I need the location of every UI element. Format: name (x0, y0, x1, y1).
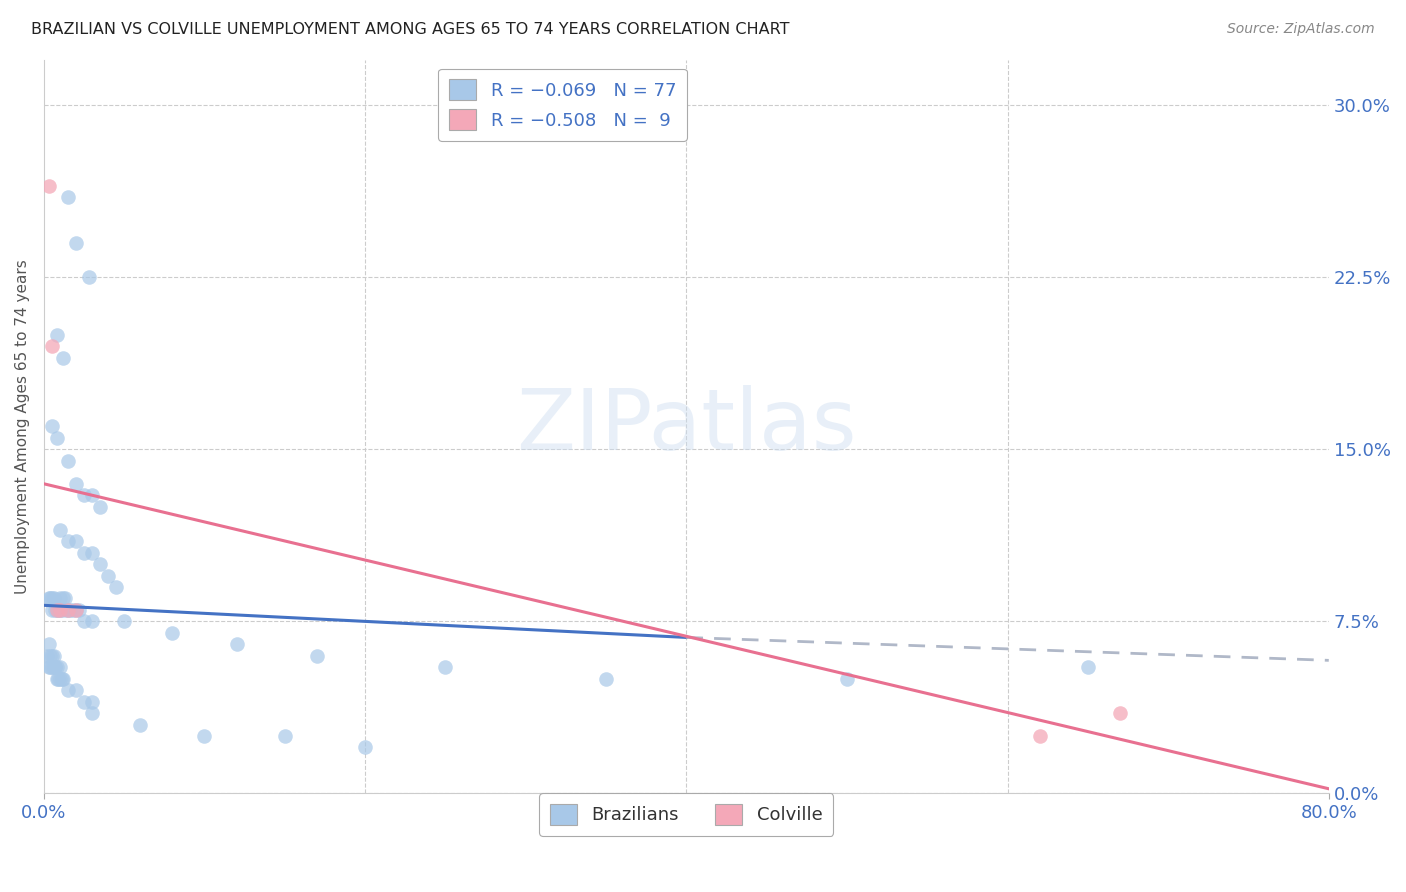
Point (51, 603, 73, 617)
Point (45, 431, 67, 445)
Point (65, 476, 87, 491)
Point (73, 545, 96, 559)
Point (434, 660, 457, 674)
Point (80, 695, 103, 709)
Point (52, 351, 75, 365)
Point (38, 637, 60, 651)
Point (80, 615, 103, 629)
Text: ZIPatlas: ZIPatlas (516, 385, 856, 468)
Point (89, 500, 111, 514)
Point (44, 660, 66, 674)
Point (49, 603, 72, 617)
Point (37, 648, 59, 663)
Point (305, 648, 328, 663)
Point (41, 339, 63, 353)
Point (41, 419, 63, 434)
Point (38, 660, 60, 674)
Point (53, 591, 76, 606)
Point (51, 672, 73, 686)
Point (41, 648, 63, 663)
Point (80, 545, 103, 559)
Point (42, 648, 65, 663)
Point (73, 615, 96, 629)
Point (38, 178, 60, 193)
Y-axis label: Unemployment Among Ages 65 to 74 years: Unemployment Among Ages 65 to 74 years (15, 259, 30, 594)
Point (80, 706, 103, 720)
Point (1077, 660, 1099, 674)
Point (89, 557, 111, 571)
Point (56, 603, 79, 617)
Point (835, 672, 858, 686)
Point (38, 591, 60, 606)
Point (97, 568, 120, 582)
Text: Source: ZipAtlas.com: Source: ZipAtlas.com (1227, 22, 1375, 37)
Point (1028, 729, 1050, 743)
Point (49, 660, 72, 674)
Point (41, 603, 63, 617)
Point (56, 683, 79, 698)
Point (52, 591, 75, 606)
Point (67, 603, 90, 617)
Point (274, 729, 297, 743)
Point (49, 591, 72, 606)
Point (56, 454, 79, 468)
Point (65, 603, 87, 617)
Point (65, 683, 87, 698)
Point (73, 488, 96, 502)
Point (45, 603, 67, 617)
Point (56, 534, 79, 549)
Point (55, 603, 77, 617)
Point (225, 637, 247, 651)
Point (44, 660, 66, 674)
Point (41, 660, 63, 674)
Point (49, 672, 72, 686)
Point (77, 270, 100, 285)
Point (56, 190, 79, 204)
Point (56, 603, 79, 617)
Point (42, 660, 65, 674)
Point (65, 235, 87, 250)
Legend: Brazilians, Colville: Brazilians, Colville (540, 793, 834, 836)
Point (41, 591, 63, 606)
Point (112, 615, 135, 629)
Point (45, 672, 67, 686)
Point (42, 591, 65, 606)
Point (80, 488, 103, 502)
Point (595, 672, 617, 686)
Point (62, 603, 84, 617)
Point (354, 740, 377, 755)
Point (49, 603, 72, 617)
Point (129, 717, 152, 731)
Point (73, 695, 96, 709)
Point (44, 603, 66, 617)
Point (46, 672, 69, 686)
Point (105, 580, 128, 594)
Point (39, 648, 62, 663)
Point (45, 327, 67, 342)
Point (52, 672, 75, 686)
Point (1109, 706, 1132, 720)
Point (39, 660, 62, 674)
Point (39, 591, 62, 606)
Point (46, 603, 69, 617)
Point (65, 534, 87, 549)
Point (58, 603, 80, 617)
Point (162, 625, 184, 640)
Text: BRAZILIAN VS COLVILLE UNEMPLOYMENT AMONG AGES 65 TO 74 YEARS CORRELATION CHART: BRAZILIAN VS COLVILLE UNEMPLOYMENT AMONG… (31, 22, 789, 37)
Point (65, 603, 87, 617)
Point (45, 660, 67, 674)
Point (49, 523, 72, 537)
Point (45, 603, 67, 617)
Point (193, 729, 215, 743)
